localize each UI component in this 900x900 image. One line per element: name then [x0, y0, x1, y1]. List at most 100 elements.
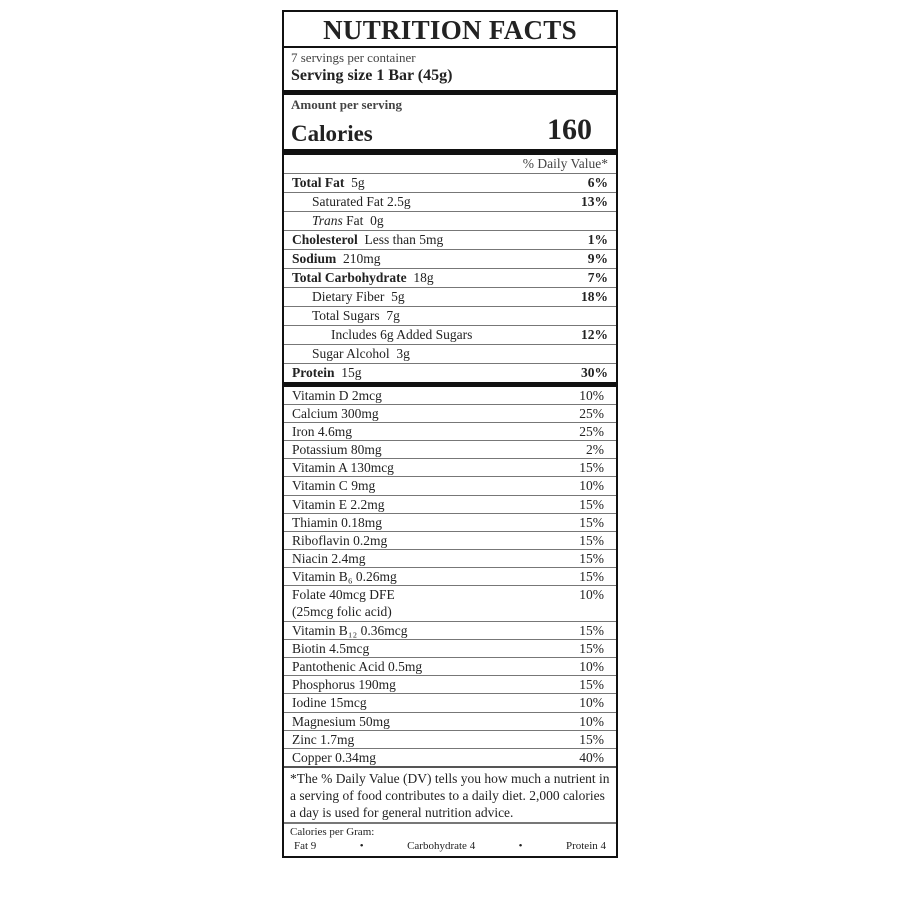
nutrient-row-total-fat: Total Fat 5g 6%: [284, 174, 616, 193]
vitamin-text: Riboflavin 0.2mg: [292, 532, 388, 548]
vitamin-text: Vitamin D 2mcg: [292, 388, 382, 403]
fat-calories: Fat 9: [294, 839, 317, 852]
nutrient-name: Trans: [312, 213, 343, 228]
vitamin-name-amount: Riboflavin 0.2mg: [292, 532, 387, 549]
nutrient-name: Saturated Fat: [312, 194, 384, 209]
nutrient-name-suffix: Fat: [346, 213, 364, 228]
vitamin-row: Vitamin E 2.2mg 15%: [284, 496, 616, 514]
vitamin-row: Vitamin B₆ 0.26mg 15%: [284, 568, 616, 587]
carbohydrate-calories: Carbohydrate 4: [407, 839, 476, 852]
vitamin-dv: 40%: [579, 749, 604, 765]
vitamin-dv: 15%: [579, 568, 604, 584]
vitamin-dv: 15%: [579, 460, 604, 476]
nutrient-amount: 15g: [341, 365, 362, 380]
vitamin-text: Iodine 15mcg: [292, 695, 367, 711]
nutrient-row-dietary-fiber: Dietary Fiber 5g 18%: [284, 288, 616, 307]
nutrient-amount: 18g: [413, 270, 434, 285]
nutrient-amount: 5g: [351, 175, 365, 190]
vitamin-row: Vitamin A 130mcg 15%: [284, 459, 616, 478]
nutrient-amount: 5g: [391, 289, 405, 304]
vitamin-dv: 10%: [579, 695, 604, 711]
vitamin-name-amount: Calcium 300mg: [292, 405, 379, 422]
vitamin-name-amount: Pantothenic Acid 0.5mg: [292, 658, 422, 675]
nutrient-dv: 13%: [581, 194, 608, 209]
vitamin-name-amount: Phosphorus 190mg: [292, 676, 396, 693]
vitamin-row: Zinc 1.7mg 15%: [284, 731, 616, 749]
vitamin-text: Vitamin C 9mg: [292, 478, 376, 494]
vitamin-dv: 10%: [579, 388, 604, 403]
vitamin-row: Pantothenic Acid 0.5mg 10%: [284, 658, 616, 677]
nutrient-dv: 1%: [587, 232, 608, 247]
vitamin-text-secondary: (25mcg folic acid): [292, 604, 392, 620]
vitamin-dv: 15%: [579, 623, 604, 639]
vitamin-row: Thiamin 0.18mg 15%: [284, 514, 616, 532]
nutrient-amount: 7g: [386, 308, 400, 323]
vitamin-text: Niacin 2.4mg: [292, 550, 366, 566]
nutrient-amount: 210mg: [343, 251, 381, 266]
amount-per-serving: Amount per serving: [291, 97, 402, 112]
vitamin-row: Phosphorus 190mg 15%: [284, 676, 616, 695]
nutrient-dv: 18%: [581, 289, 608, 304]
vitamin-text: Vitamin E 2.2mg: [292, 496, 385, 512]
vitamin-name-amount: Copper 0.34mg: [292, 749, 376, 766]
daily-value-header-text: % Daily Value*: [522, 156, 608, 171]
bullet-icon: •: [518, 839, 523, 852]
vitamin-text: Vitamin B₆ 0.26mg: [292, 568, 397, 584]
vitamin-name-amount: Folate 40mcg DFE (25mcg folic acid): [292, 586, 395, 620]
calories-label: Calories: [291, 121, 373, 146]
bullet-icon: •: [359, 839, 364, 852]
nutrient-amount: Less than 5mg: [364, 232, 444, 247]
vitamin-name-amount: Magnesium 50mg: [292, 713, 390, 730]
vitamin-name-amount: Iodine 15mcg: [292, 694, 367, 711]
vitamin-text: Iron 4.6mg: [292, 424, 352, 440]
vitamin-text: Folate 40mcg DFE: [292, 587, 395, 603]
protein-calories: Protein 4: [565, 839, 606, 852]
vitamin-name-amount: Vitamin B₆ 0.26mg: [292, 568, 397, 585]
vitamin-name-amount: Iron 4.6mg: [292, 423, 352, 440]
vitamin-dv: 15%: [579, 514, 604, 530]
vitamin-text: Magnesium 50mg: [292, 713, 390, 729]
serving-size: Serving size 1 Bar (45g): [291, 67, 453, 84]
nutrient-name: Sugar Alcohol: [312, 346, 390, 361]
vitamin-name-amount: Vitamin E 2.2mg: [292, 496, 385, 513]
calories-per-gram-label: Calories per Gram:: [290, 825, 375, 838]
calories-section: Amount per serving Calories 160: [284, 95, 616, 155]
vitamin-dv: 10%: [579, 478, 604, 494]
vitamin-row: Folate 40mcg DFE (25mcg folic acid) 10%: [284, 586, 616, 623]
vitamin-dv: 2%: [586, 442, 604, 458]
vitamin-text: Phosphorus 190mg: [292, 677, 396, 693]
vitamin-row: Vitamin D 2mcg 10%: [284, 387, 616, 406]
serving-info: 7 servings per container Serving size 1 …: [284, 48, 616, 95]
vitamin-text: Vitamin B₁₂ 0.36mcg: [292, 623, 408, 639]
vitamin-dv: 15%: [579, 731, 604, 747]
vitamin-row: Potassium 80mg 2%: [284, 441, 616, 460]
nutrient-name: Includes 6g Added Sugars: [331, 327, 473, 342]
vitamin-dv: 25%: [579, 406, 604, 422]
servings-per-container: 7 servings per container: [291, 50, 416, 65]
vitamin-text: Thiamin 0.18mg: [292, 514, 382, 530]
nutrient-name: Total Carbohydrate: [292, 270, 407, 285]
nutrient-row-total-carbohydrate: Total Carbohydrate 18g 7%: [284, 269, 616, 288]
vitamin-dv: 15%: [579, 550, 604, 566]
vitamins-minerals-list: Vitamin D 2mcg 10% Calcium 300mg 25% Iron 4.…: [284, 387, 616, 768]
nutrient-name: Total Fat: [292, 175, 345, 190]
vitamin-name-amount: Vitamin C 9mg: [292, 477, 375, 494]
vitamin-text: Pantothenic Acid 0.5mg: [292, 659, 423, 675]
nutrient-row-sugar-alcohol: Sugar Alcohol 3g: [284, 345, 616, 364]
vitamin-name-amount: Potassium 80mg: [292, 441, 382, 458]
vitamin-text: Calcium 300mg: [292, 406, 379, 422]
vitamin-dv: 15%: [579, 532, 604, 548]
vitamin-row: Biotin 4.5mcg 15%: [284, 640, 616, 659]
nutrient-dv: 6%: [587, 175, 608, 190]
nutrient-row-trans-fat: Trans Fat 0g: [284, 212, 616, 231]
nutrient-name: Protein: [292, 365, 335, 380]
vitamin-dv: 10%: [579, 659, 604, 675]
vitamin-row: Magnesium 50mg 10%: [284, 713, 616, 731]
vitamin-dv: 15%: [579, 677, 604, 693]
nutrient-row-added-sugars: Includes 6g Added Sugars 12%: [284, 326, 616, 345]
nutrient-row-cholesterol: Cholesterol Less than 5mg 1%: [284, 231, 616, 250]
vitamin-dv: 15%: [579, 496, 604, 512]
nutrient-row-saturated-fat: Saturated Fat 2.5g 13%: [284, 193, 616, 212]
nutrient-dv: 12%: [581, 327, 608, 342]
nutrient-row-sodium: Sodium 210mg 9%: [284, 250, 616, 269]
